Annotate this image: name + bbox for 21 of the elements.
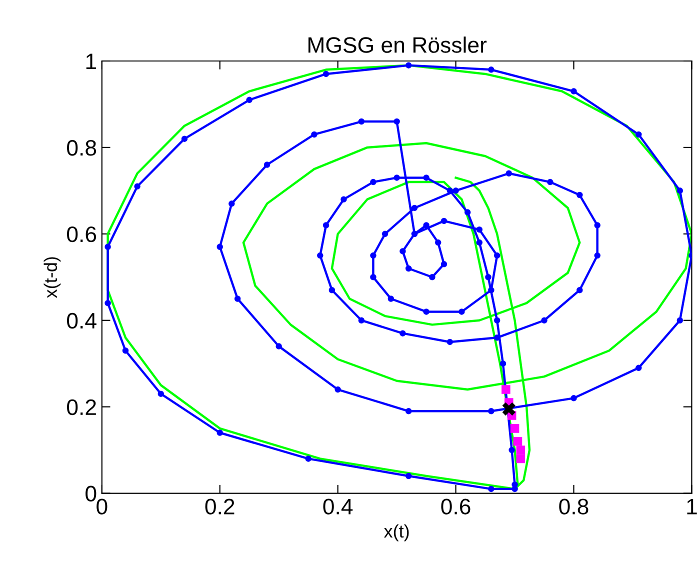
x-tick-label: 0.4 <box>323 498 353 514</box>
y-tick-label: 0.2 <box>67 399 96 416</box>
point <box>513 437 522 446</box>
point <box>502 385 510 394</box>
point <box>516 454 526 464</box>
x-tick-label: 0.8 <box>559 498 588 514</box>
point <box>510 424 520 433</box>
x-tick-label: 1 <box>687 498 697 514</box>
x-tick-label: 0.6 <box>441 498 470 514</box>
x-tick-label: 0 <box>96 498 108 514</box>
x-axis-title: x(t) <box>384 524 409 542</box>
y-tick-label: 0 <box>86 486 96 502</box>
point <box>502 402 516 416</box>
x-tick-label: 0.2 <box>205 498 234 514</box>
y-tick-label: 0.4 <box>67 312 96 329</box>
y-axis-title: x(t-d) <box>44 257 61 298</box>
y-tick-label: 0.6 <box>67 226 96 242</box>
point <box>516 446 526 454</box>
y-tick-label: 1 <box>86 54 96 70</box>
chart-title: MGSG en Rössler <box>308 36 487 53</box>
y-tick-label: 0.8 <box>67 140 96 156</box>
